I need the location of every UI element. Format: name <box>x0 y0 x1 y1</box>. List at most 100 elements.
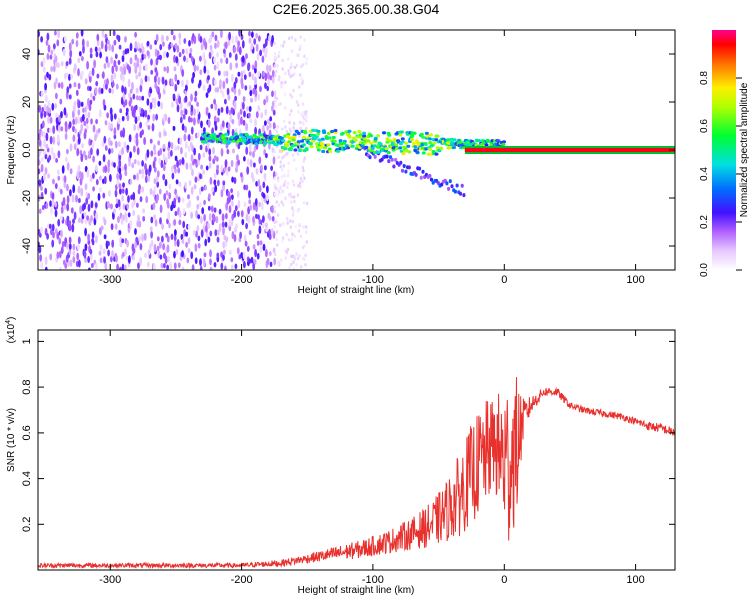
heatmap-cell <box>164 130 167 137</box>
heatmap-cell <box>52 125 56 135</box>
heatmap-cell <box>248 105 252 112</box>
heatmap-cell <box>233 46 237 53</box>
heatmap-cell <box>132 93 136 100</box>
heatmap-cell <box>369 141 374 145</box>
heatmap-cell <box>194 90 198 97</box>
heatmap-cell <box>102 192 106 199</box>
heatmap-cell <box>170 30 174 36</box>
heatmap-cell <box>423 142 428 146</box>
heatmap-cell <box>347 129 352 133</box>
heatmap-cell <box>177 196 181 203</box>
heatmap-cell <box>320 142 325 146</box>
heatmap-cell <box>190 126 194 135</box>
heatmap-cell <box>150 216 154 224</box>
heatmap-cell <box>410 138 414 142</box>
heatmap-cell <box>155 85 159 93</box>
heatmap-cell <box>81 55 84 62</box>
heatmap-cell <box>39 145 43 154</box>
heatmap-cell <box>57 124 61 133</box>
heatmap-cell <box>211 31 215 38</box>
heatmap-cell <box>46 233 49 240</box>
heatmap-cell <box>112 30 116 37</box>
heatmap-cell <box>228 249 232 255</box>
heatmap-cell <box>149 102 153 110</box>
heatmap-cell <box>450 184 454 189</box>
heatmap-cell <box>271 100 275 107</box>
heatmap-cell <box>252 133 257 137</box>
heatmap-cell <box>76 170 80 180</box>
heatmap-cell <box>60 215 63 222</box>
heatmap-cell <box>38 228 41 236</box>
heatmap-cell <box>146 50 150 56</box>
heatmap-cell <box>137 124 140 131</box>
heatmap-cell <box>285 129 288 134</box>
heatmap-cell <box>302 225 305 229</box>
heatmap-cell <box>448 145 452 149</box>
heatmap-cell <box>119 108 123 114</box>
heatmap-cell <box>259 49 262 57</box>
heatmap-cell <box>57 169 60 176</box>
heatmap-cell <box>197 214 201 220</box>
heatmap-cell <box>183 133 187 142</box>
heatmap-cell <box>125 255 129 261</box>
heatmap-cell <box>70 73 74 80</box>
heatmap-cell <box>305 61 308 65</box>
heatmap-cell <box>269 116 273 122</box>
heatmap-cell <box>216 117 220 123</box>
heatmap-cell <box>50 206 53 215</box>
heatmap-cell <box>119 130 123 138</box>
heatmap-cell <box>264 47 268 55</box>
heatmap-cell <box>77 116 81 124</box>
heatmap-cell <box>273 257 277 266</box>
heatmap-cell <box>447 186 451 191</box>
heatmap-cell <box>196 132 200 138</box>
heatmap-cell <box>275 69 278 74</box>
heatmap-cell <box>316 148 321 152</box>
heatmap-cell <box>66 215 70 221</box>
heatmap-cell <box>68 243 72 250</box>
heatmap-cell <box>150 58 153 66</box>
heatmap-cell <box>253 38 257 45</box>
heatmap-cell <box>208 148 212 156</box>
heatmap-cell <box>108 148 111 155</box>
heatmap-cell <box>152 263 156 270</box>
heatmap-cell <box>209 34 213 44</box>
heatmap-cell <box>166 202 170 209</box>
heatmap-cell <box>207 75 210 81</box>
heatmap-cell <box>301 114 305 119</box>
heatmap-cell <box>303 176 306 180</box>
heatmap-cell <box>176 45 180 53</box>
heatmap-cell <box>144 175 148 184</box>
heatmap-cell <box>43 173 46 182</box>
heatmap-cell <box>73 82 77 88</box>
heatmap-cell <box>290 254 293 259</box>
heatmap-cell <box>303 38 306 42</box>
heatmap-cell <box>137 214 140 223</box>
heatmap-cell <box>267 71 270 80</box>
heatmap-cell <box>272 109 276 116</box>
heatmap-cell <box>187 194 190 200</box>
heatmap-cell <box>395 147 399 151</box>
heatmap-cell <box>283 92 287 96</box>
heatmap-cell <box>224 221 228 228</box>
heatmap-cell <box>146 40 150 47</box>
heatmap-cell <box>476 139 481 143</box>
heatmap-cell <box>306 136 311 140</box>
heatmap-cell <box>134 47 137 53</box>
heatmap-cell <box>88 74 92 83</box>
heatmap-cell <box>45 94 48 103</box>
heatmap-cell <box>296 140 301 144</box>
heatmap-cell <box>455 183 459 188</box>
heatmap-cell <box>49 253 53 261</box>
heatmap-cell <box>117 216 120 224</box>
heatmap-cell <box>113 39 117 46</box>
heatmap-cell <box>275 230 279 234</box>
heatmap-cell <box>227 122 231 131</box>
heatmap-cell <box>347 134 352 138</box>
heatmap-cell <box>83 202 86 210</box>
heatmap-cell <box>159 254 163 260</box>
heatmap-cell <box>149 187 153 196</box>
heatmap-cell <box>333 128 338 133</box>
heatmap-cell <box>155 57 159 66</box>
heatmap-cell <box>61 165 65 174</box>
